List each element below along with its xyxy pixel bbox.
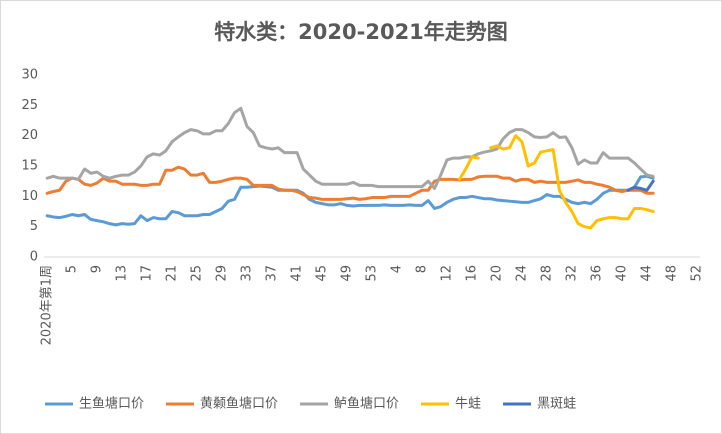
y-tick-label: 10 (21, 189, 38, 204)
series-line (45, 165, 655, 201)
y-tick-label: 0 (30, 250, 38, 265)
x-tick-label: 17 (140, 265, 155, 282)
y-tick-label: 30 (21, 68, 38, 83)
series-line (45, 174, 655, 227)
x-tick-label: 33 (240, 265, 255, 282)
legend-label: 生鱼塘口价 (79, 396, 144, 412)
x-tick-label: 4 (389, 265, 404, 273)
legend-label: 黄颡鱼塘口价 (200, 396, 278, 412)
x-tick-label: 41 (290, 265, 305, 282)
x-tick-label: 13 (115, 265, 130, 282)
x-tick-label: 28 (539, 265, 554, 282)
x-tick-label: 2020年第1周 (40, 265, 55, 345)
x-tick-label: 48 (664, 265, 679, 282)
x-tick-label: 9 (90, 265, 105, 273)
x-tick-label: 53 (365, 265, 380, 282)
x-tick-label: 52 (689, 265, 704, 282)
x-tick-label: 24 (514, 265, 529, 282)
x-tick-label: 37 (265, 265, 280, 282)
x-tick-label: 25 (190, 265, 205, 282)
x-tick-label: 8 (414, 265, 429, 273)
chart-title: 特水类：2020-2021年走势图 (214, 20, 508, 44)
series-line (45, 106, 655, 190)
x-tick-label: 12 (439, 265, 454, 282)
x-tick-label: 32 (564, 265, 579, 282)
x-tick-label: 36 (589, 265, 604, 282)
series-line (626, 179, 655, 192)
x-tick-label: 21 (165, 265, 180, 282)
x-tick-label: 40 (614, 265, 629, 282)
x-tick-label: 44 (639, 265, 654, 282)
series-line (457, 134, 655, 230)
x-tick-label: 20 (489, 265, 504, 282)
y-tick-label: 15 (21, 159, 38, 174)
legend-label: 鲈鱼塘口价 (334, 396, 399, 412)
legend-label: 黑斑蛙 (537, 397, 576, 412)
x-tick-label: 29 (215, 265, 230, 282)
x-tick-label: 49 (340, 265, 355, 282)
y-tick-label: 25 (21, 98, 38, 113)
x-tick-label: 16 (464, 265, 479, 282)
legend-label: 牛蛙 (455, 397, 481, 412)
y-tick-label: 20 (21, 128, 38, 143)
x-tick-label: 45 (315, 265, 330, 282)
y-tick-label: 5 (30, 219, 38, 234)
x-tick-label: 5 (65, 265, 80, 273)
